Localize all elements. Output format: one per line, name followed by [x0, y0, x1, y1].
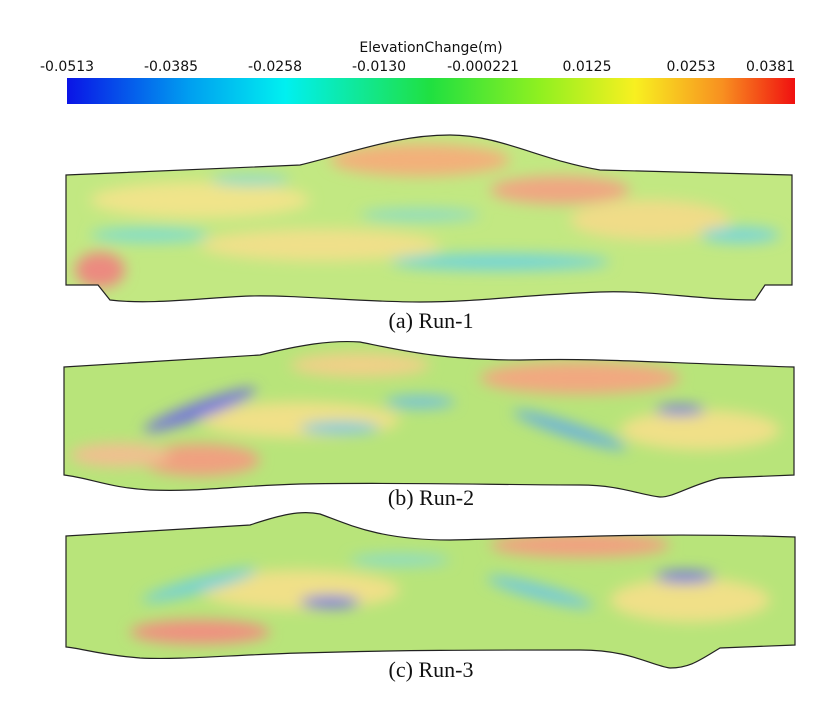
colorbar-tick-label: 0.0381 [746, 59, 795, 75]
colorbar-tick-label: -0.0513 [40, 59, 94, 75]
colorbar-title: ElevationChange(m) [359, 40, 502, 56]
colorbar-tick-label: -0.0385 [144, 59, 198, 75]
colorbar-tick-label: -0.000221 [447, 59, 519, 75]
panel-caption: (b) Run-2 [388, 485, 474, 510]
map-outline [65, 512, 796, 669]
colorbar-tick-label: 0.0125 [563, 59, 612, 75]
map-run-3 [66, 512, 795, 668]
colorbar-tick-label: -0.0258 [248, 59, 302, 75]
map-run-1 [66, 135, 792, 302]
panel-caption: (a) Run-1 [389, 308, 474, 333]
colorbar-tick-label: 0.0253 [667, 59, 716, 75]
colorbar-tick-label: -0.0130 [352, 59, 406, 75]
colorbar-ticks: -0.0513 -0.0385 -0.0258 -0.0130 -0.00022… [40, 59, 795, 75]
map-run-2 [64, 341, 794, 497]
map-outline [65, 134, 793, 303]
map-outline [63, 340, 795, 498]
colorbar [67, 78, 795, 104]
panel-caption: (c) Run-3 [389, 657, 474, 682]
